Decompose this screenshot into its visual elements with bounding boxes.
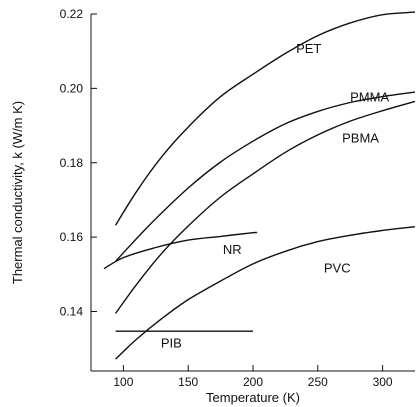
series-line-nr: [103, 231, 258, 270]
series-lines: [103, 11, 416, 360]
series-label-nr: NR: [223, 242, 242, 257]
series-label-pmma: PMMA: [350, 89, 389, 104]
series-line-pvc: [115, 226, 416, 360]
axes: [90, 14, 415, 372]
series-label-pvc: PVC: [324, 260, 351, 275]
series-line-pmma: [115, 91, 416, 262]
y-tick-label: 0.22: [60, 7, 84, 21]
y-tick-label: 0.18: [60, 156, 84, 170]
series-label-pib: PIB: [161, 336, 182, 351]
x-tick-label: 150: [178, 375, 198, 389]
tick-marks: 100 150 200 250 300 0.14 0.16 0.18 0.20 0.22: [60, 7, 393, 389]
series-line-pbma: [115, 100, 416, 314]
y-tick-label: 0.14: [60, 305, 84, 319]
x-tick-label: 300: [373, 375, 393, 389]
x-tick-label: 250: [308, 375, 328, 389]
y-axis-label: Thermal conductivity, k (W/m K): [10, 101, 25, 284]
series-label-pet: PET: [296, 41, 321, 56]
x-tick-label: 100: [113, 375, 133, 389]
series-label-pbma: PBMA: [342, 130, 379, 145]
series-line-pet: [115, 11, 416, 226]
y-tick-label: 0.20: [60, 81, 84, 95]
y-tick-label: 0.16: [60, 230, 84, 244]
x-axis-label: Temperature (K): [206, 390, 300, 405]
series-labels: PET PMMA PBMA NR PVC PIB: [161, 41, 390, 351]
x-tick-label: 200: [243, 375, 263, 389]
